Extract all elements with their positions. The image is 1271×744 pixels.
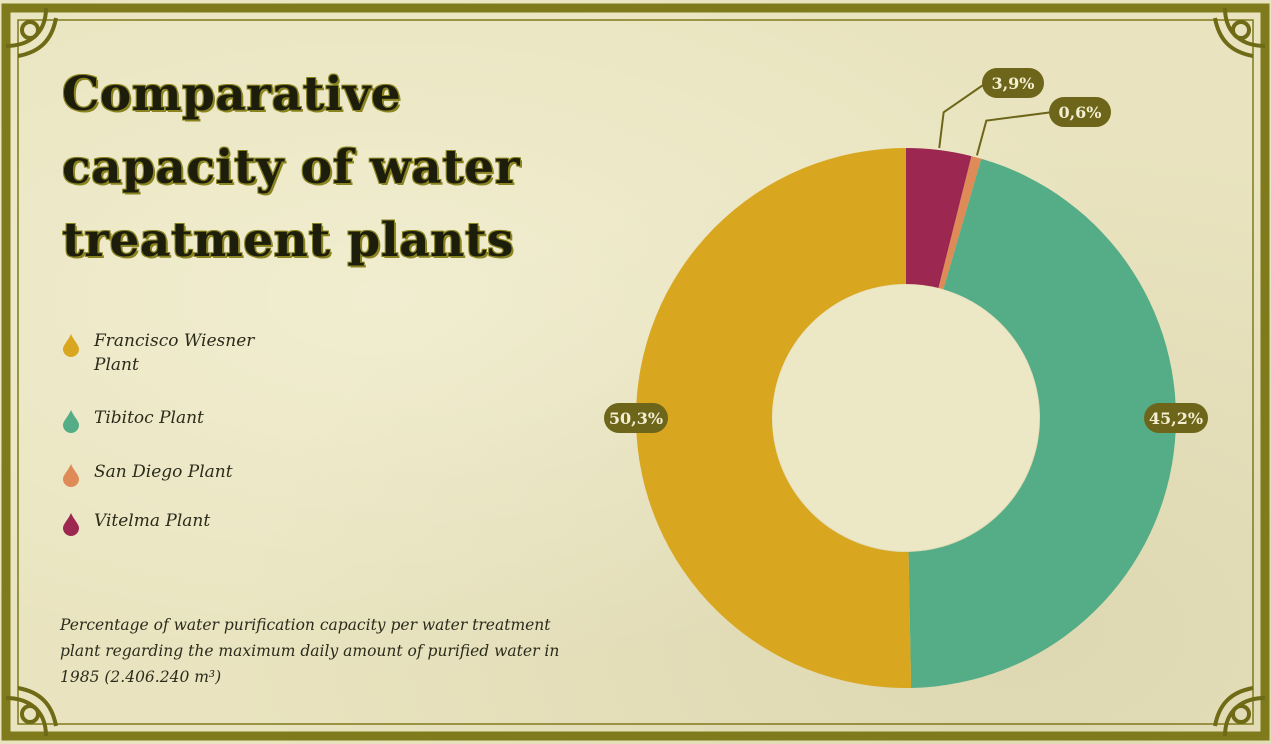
title-line-2: capacity of water — [62, 140, 520, 195]
legend-label-line: Vitelma Plant — [94, 511, 211, 531]
water-drop-icon — [63, 464, 79, 487]
leader-line-vitelma-plant — [938, 82, 987, 149]
value-label-bg-tibitoc-plant — [1144, 403, 1208, 433]
donut-slice-san-diego-plant — [938, 156, 982, 290]
donut-slice-tibitoc-plant — [908, 158, 1176, 688]
chart-footnote: Percentage of water purification capacit… — [60, 616, 560, 686]
legend-label-line: Francisco Wiesner — [94, 331, 255, 351]
title-line-3: treatment plants — [62, 213, 514, 268]
water-drop-icon — [63, 334, 79, 357]
title-line-1: Comparative — [62, 67, 402, 122]
value-label-tibitoc-plant: 45,2% — [1149, 409, 1203, 428]
donut-slice-francisco-wiesner-plant — [636, 148, 912, 688]
value-label-bg-francisco-wiesner-plant — [604, 403, 668, 433]
water-drop-icon — [63, 513, 79, 536]
value-label-bg-vitelma-plant — [982, 68, 1044, 98]
leader-line-san-diego-plant — [975, 111, 1054, 156]
value-label-francisco-wiesner-plant: 50,3% — [609, 409, 663, 428]
donut-slice-vitelma-plant — [906, 148, 972, 289]
donut-hole — [773, 285, 1039, 551]
water-drop-icon — [63, 410, 79, 433]
chart-title: Comparative capacity of water treatment … — [62, 58, 520, 277]
value-label-bg-san-diego-plant — [1049, 97, 1111, 127]
legend-label-line: Tibitoc Plant — [94, 408, 204, 428]
legend-label-line: San Diego Plant — [94, 462, 233, 482]
value-label-san-diego-plant: 0,6% — [1058, 103, 1101, 122]
legend-label-line: Plant — [94, 355, 139, 375]
value-label-vitelma-plant: 3,9% — [991, 74, 1034, 93]
